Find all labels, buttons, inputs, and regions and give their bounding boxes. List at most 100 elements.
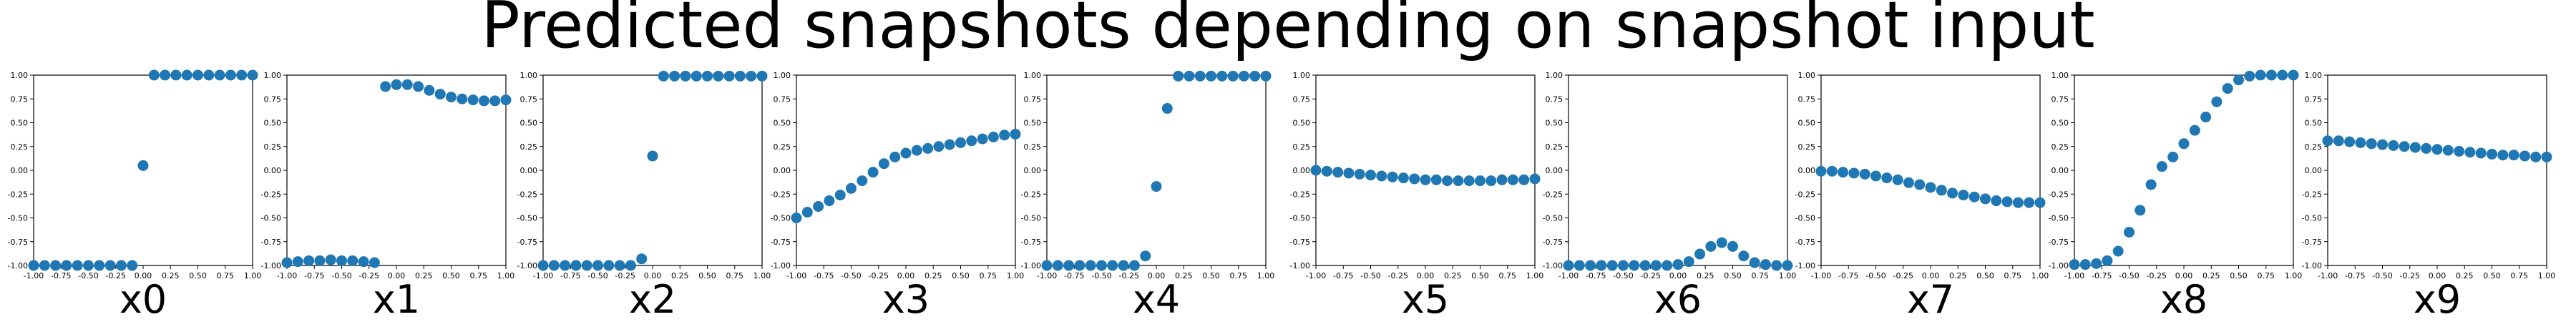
x-tick-label: 0.75: [217, 271, 235, 280]
data-point: [1662, 260, 1673, 271]
y-tick-label: -1.00: [8, 261, 28, 270]
data-point: [1958, 190, 1969, 201]
x-tick-label: 1.00: [2285, 271, 2303, 280]
y-tick-label: -0.75: [2302, 238, 2322, 247]
data-point: [834, 190, 846, 201]
data-point: [424, 84, 435, 96]
y-tick-label: 0.25: [520, 142, 538, 152]
panel-x4: -1.00 -0.75 -0.50 -0.25 0.00 0.25 0.50 0.75 1.00…: [1021, 70, 1274, 322]
x-tick-label: -0.50: [1091, 271, 1111, 280]
y-tick-label: 0.25: [1024, 142, 1042, 152]
y-tick-label: -1.00: [1290, 261, 1310, 270]
x-tick-label: 1.00: [2538, 271, 2556, 280]
data-point: [314, 255, 326, 266]
x-tick-label: -0.75: [2345, 271, 2365, 280]
x-tick-label: 0.25: [2202, 271, 2220, 280]
y-tick-label: 1.00: [1546, 71, 1563, 80]
data-point: [2541, 151, 2552, 162]
data-point: [987, 131, 999, 142]
x-tick-label: 0.00: [1922, 271, 1940, 280]
x-tick-label: 0.25: [2456, 271, 2474, 280]
data-point: [889, 151, 901, 162]
data-point: [236, 69, 248, 81]
x-tick-label: 0.75: [470, 271, 488, 280]
x-tick-label: -0.50: [1360, 271, 1380, 280]
y-tick-label: -0.25: [8, 190, 28, 199]
x-tick-label: -0.50: [587, 271, 608, 280]
data-point: [1343, 167, 1355, 179]
x-tick-label: -1.00: [786, 271, 806, 280]
x-tick-label: -0.75: [814, 271, 834, 280]
data-point: [1760, 259, 1771, 270]
x-tick-label: 0.50: [442, 271, 460, 280]
y-tick-label: -0.25: [1290, 190, 1310, 199]
data-point: [999, 130, 1010, 141]
data-point: [247, 69, 258, 81]
panel-xlabel: x6: [1654, 277, 1702, 322]
x-tick-label: 0.50: [1471, 271, 1489, 280]
data-point: [944, 139, 955, 150]
data-point: [1194, 70, 1206, 82]
panel-x8: -1.00 -0.75 -0.50 -0.25 0.00 0.25 0.50 0.75 1.00…: [2049, 69, 2303, 322]
y-tick-label: 1.00: [1798, 71, 1816, 80]
data-point: [548, 260, 560, 271]
data-point: [104, 260, 116, 271]
y-tick-label: 0.75: [1293, 94, 1311, 104]
data-point: [922, 142, 934, 154]
x-tick-label: -0.25: [615, 271, 635, 280]
panel-xlabel: x1: [373, 277, 420, 322]
data-point: [1826, 165, 1838, 177]
y-tick-label: -1.00: [2302, 261, 2322, 270]
data-point: [1683, 256, 1694, 268]
x-tick-label: 0.00: [388, 271, 406, 280]
data-point: [1991, 195, 2002, 207]
y-tick-label: -0.50: [771, 214, 791, 223]
x-tick-label: 0.50: [1976, 271, 1994, 280]
x-tick-label: 1.00: [2031, 271, 2049, 280]
x-tick-label: 0.50: [2230, 271, 2248, 280]
data-point: [2464, 147, 2476, 158]
data-point: [2322, 135, 2333, 147]
x-tick-label: -1.00: [1811, 271, 1831, 280]
data-point: [857, 175, 868, 187]
y-tick-label: 0.75: [1024, 94, 1042, 104]
panel-x0: -1.00 -0.75 -0.50 -0.25 0.00 0.25 0.50 0.75 1.00…: [8, 69, 261, 322]
data-point: [115, 260, 127, 271]
data-point: [1968, 191, 1980, 203]
x-tick-label: 0.00: [1669, 271, 1687, 280]
data-point: [1881, 172, 1893, 184]
y-tick-label: 0.00: [2051, 166, 2069, 175]
y-tick-label: 1.00: [11, 71, 29, 80]
y-tick-label: 0.00: [1546, 166, 1563, 175]
x-tick-label: 0.75: [980, 271, 997, 280]
data-point: [1107, 260, 1118, 271]
data-point: [281, 257, 293, 268]
x-tick-label: 1.00: [753, 271, 771, 280]
y-tick-label: 1.00: [264, 71, 282, 80]
y-tick-label: 0.00: [2305, 166, 2323, 175]
figure-title: Predicted snapshots depending on snapsho…: [481, 0, 2094, 63]
data-point: [1563, 260, 1574, 271]
x-tick-label: -0.50: [1865, 271, 1885, 280]
data-point: [2034, 197, 2046, 208]
data-point: [2200, 112, 2212, 123]
data-point: [669, 70, 680, 82]
x-tick-label: 0.25: [415, 271, 433, 280]
x-tick-label: -0.75: [51, 271, 71, 280]
x-tick-label: -0.50: [78, 271, 98, 280]
data-point: [401, 79, 413, 90]
data-point: [1365, 170, 1376, 181]
data-point: [878, 158, 889, 170]
data-point: [303, 255, 315, 266]
data-point: [1496, 174, 1508, 185]
y-tick-label: -0.25: [2302, 190, 2322, 199]
y-tick-label: 0.00: [264, 166, 282, 175]
y-tick-label: 0.00: [1024, 166, 1042, 175]
x-tick-label: 1.00: [1779, 271, 1797, 280]
data-point: [1249, 70, 1261, 82]
data-point: [1238, 70, 1249, 82]
data-point: [723, 70, 735, 82]
data-point: [94, 260, 105, 271]
y-tick-label: -0.50: [1543, 214, 1563, 223]
